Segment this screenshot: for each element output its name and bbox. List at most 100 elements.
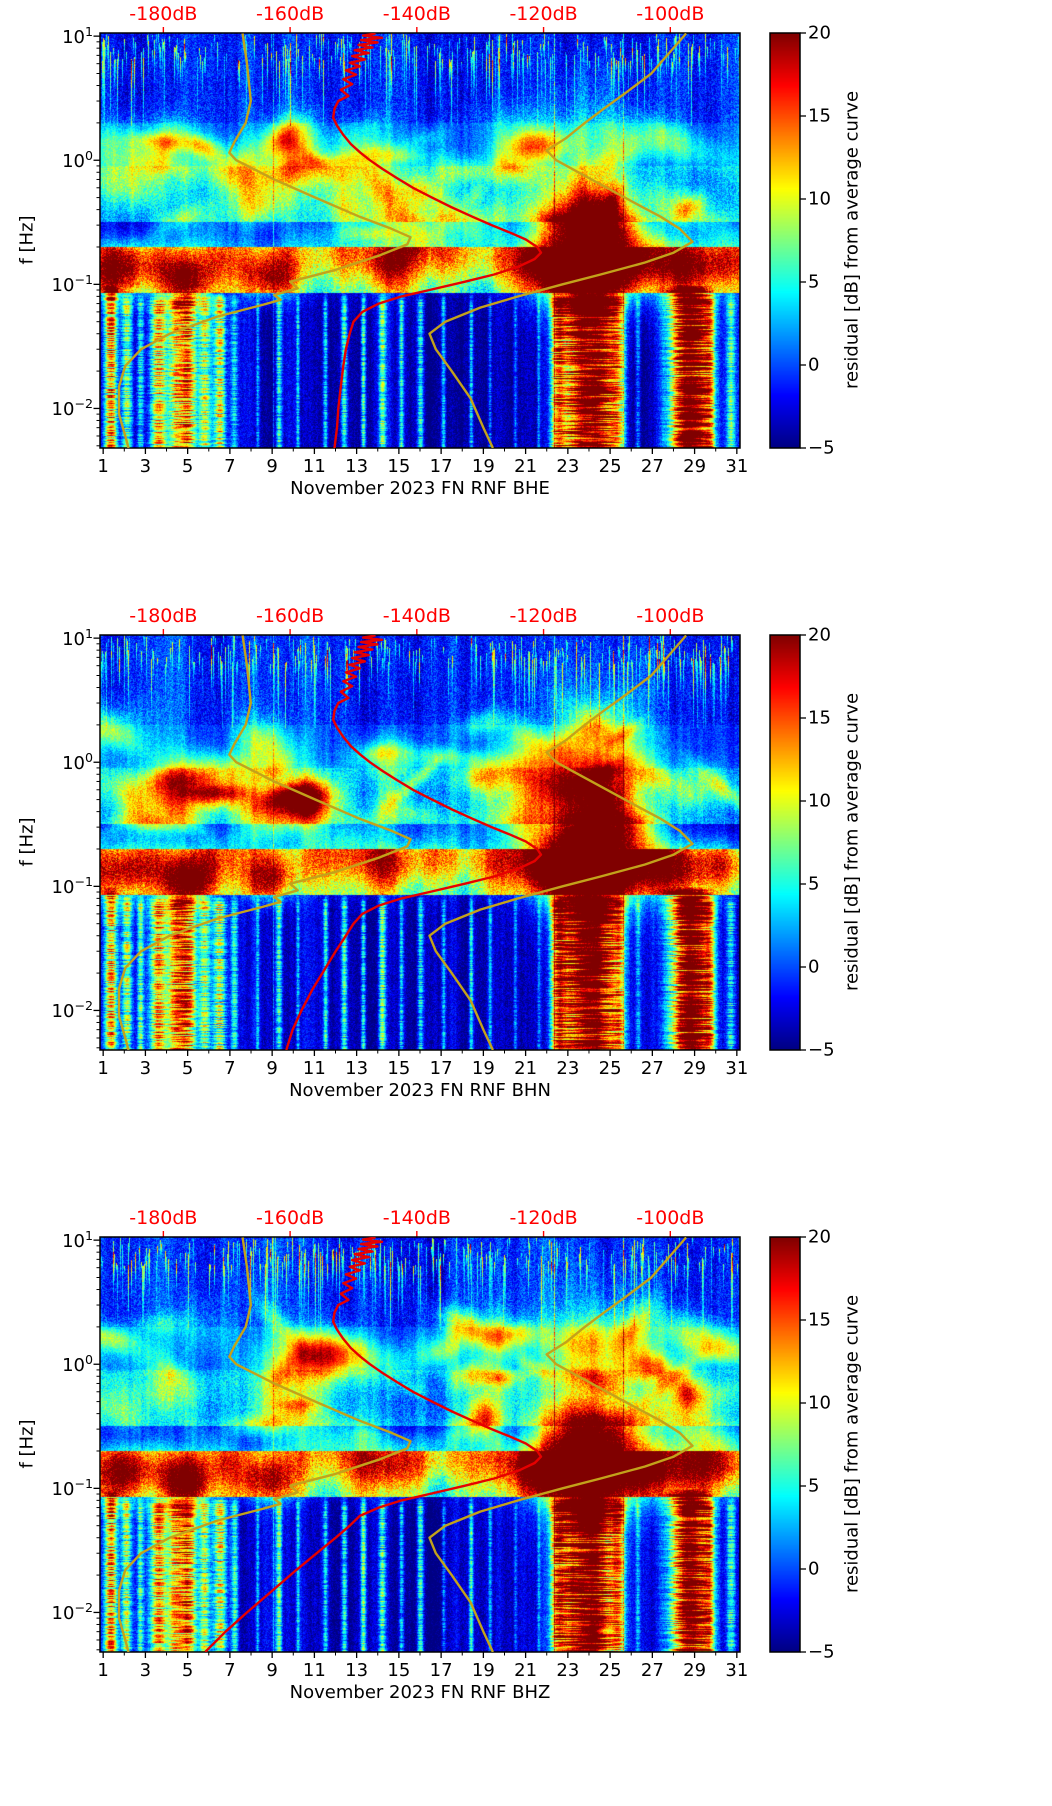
x-tick-label: 5 bbox=[181, 1660, 194, 1681]
x-tick-label: 29 bbox=[683, 456, 707, 477]
x-tick-label: 23 bbox=[556, 456, 580, 477]
x-tick-label: 11 bbox=[302, 456, 326, 477]
colorbar-label: residual [dB] from average curve bbox=[841, 692, 863, 992]
y-tick-label: 10−1 bbox=[51, 1476, 93, 1501]
top-axis-tick-label: -120dB bbox=[509, 605, 578, 627]
top-axis-tick-label: -100dB bbox=[636, 3, 705, 25]
spectrogram-heatmap bbox=[100, 33, 740, 448]
y-tick-label: 100 bbox=[62, 1352, 93, 1377]
spectrogram-panel-bhz: f [Hz] November 2023 FN RNF BHZ residual… bbox=[0, 1204, 1052, 1806]
x-tick-label: 29 bbox=[683, 1660, 707, 1681]
colorbar-tick-label: −5 bbox=[808, 437, 835, 459]
y-axis-label: f [Hz] bbox=[16, 817, 38, 867]
x-tick-label: 17 bbox=[429, 456, 453, 477]
colorbar-gradient bbox=[770, 1237, 800, 1652]
x-tick-label: 1 bbox=[97, 456, 109, 477]
colorbar-tick-label: 0 bbox=[808, 354, 820, 376]
colorbar-tick-label: 10 bbox=[808, 1392, 831, 1414]
x-axis-label: November 2023 FN RNF BHZ bbox=[289, 1682, 551, 1703]
colorbar-tick-label: 0 bbox=[808, 1558, 820, 1580]
top-axis-tick-label: -120dB bbox=[509, 1207, 578, 1229]
x-tick-label: 31 bbox=[725, 1058, 749, 1079]
y-axis-label: f [Hz] bbox=[16, 1419, 38, 1469]
colorbar-tick-label: 20 bbox=[808, 22, 831, 44]
x-tick-label: 31 bbox=[725, 456, 749, 477]
x-tick-label: 9 bbox=[266, 1660, 278, 1681]
x-tick-label: 17 bbox=[429, 1058, 453, 1079]
x-axis-label: November 2023 FN RNF BHN bbox=[289, 1080, 551, 1101]
x-tick-label: 11 bbox=[302, 1660, 326, 1681]
x-tick-label: 5 bbox=[181, 1058, 194, 1079]
y-tick-label: 100 bbox=[62, 148, 93, 173]
x-tick-label: 1 bbox=[97, 1058, 109, 1079]
x-tick-label: 27 bbox=[640, 1660, 664, 1681]
x-tick-label: 9 bbox=[266, 456, 278, 477]
y-axis-label: f [Hz] bbox=[16, 215, 38, 265]
x-tick-label: 15 bbox=[387, 1660, 411, 1681]
spectrogram-heatmap bbox=[100, 1237, 740, 1652]
x-tick-label: 27 bbox=[640, 1058, 664, 1079]
colorbar-tick-label: 20 bbox=[808, 624, 831, 646]
x-axis-label: November 2023 FN RNF BHE bbox=[290, 478, 550, 499]
x-tick-label: 21 bbox=[514, 1660, 538, 1681]
colorbar-tick-label: 5 bbox=[808, 873, 820, 895]
x-tick-label: 15 bbox=[387, 1058, 411, 1079]
top-axis-tick-label: -180dB bbox=[129, 1207, 198, 1229]
y-tick-label: 101 bbox=[62, 626, 93, 651]
x-tick-label: 13 bbox=[345, 1058, 369, 1079]
top-axis-tick-label: -140dB bbox=[382, 1207, 451, 1229]
colorbar-gradient bbox=[770, 33, 800, 448]
colorbar-tick-label: 15 bbox=[808, 105, 831, 127]
y-tick-label: 10−1 bbox=[51, 272, 93, 297]
x-tick-label: 17 bbox=[429, 1660, 453, 1681]
x-tick-label: 7 bbox=[224, 456, 236, 477]
colorbar-tick-label: 0 bbox=[808, 956, 820, 978]
spectrogram-heatmap bbox=[100, 635, 740, 1050]
x-tick-label: 3 bbox=[139, 1660, 152, 1681]
x-tick-label: 23 bbox=[556, 1058, 580, 1079]
spectrogram-panel-bhe: f [Hz] November 2023 FN RNF BHE residual… bbox=[0, 0, 1052, 602]
colorbar-tick-label: −5 bbox=[808, 1039, 835, 1061]
colorbar-tick-label: 10 bbox=[808, 790, 831, 812]
x-tick-label: 13 bbox=[345, 1660, 369, 1681]
x-tick-label: 21 bbox=[514, 456, 538, 477]
colorbar-tick-label: 5 bbox=[808, 1475, 820, 1497]
x-tick-label: 27 bbox=[640, 456, 664, 477]
top-axis-tick-label: -100dB bbox=[636, 605, 705, 627]
x-tick-label: 25 bbox=[598, 456, 622, 477]
top-axis-tick-label: -120dB bbox=[509, 3, 578, 25]
x-tick-label: 29 bbox=[683, 1058, 707, 1079]
y-tick-label: 100 bbox=[62, 750, 93, 775]
x-tick-label: 25 bbox=[598, 1058, 622, 1079]
colorbar-tick-label: 15 bbox=[808, 707, 831, 729]
x-tick-label: 19 bbox=[471, 1660, 495, 1681]
x-tick-label: 15 bbox=[387, 456, 411, 477]
x-tick-label: 11 bbox=[302, 1058, 326, 1079]
y-tick-label: 101 bbox=[62, 1228, 93, 1253]
x-tick-label: 25 bbox=[598, 1660, 622, 1681]
x-tick-label: 3 bbox=[139, 456, 152, 477]
y-tick-label: 10−2 bbox=[51, 1600, 93, 1625]
x-tick-label: 19 bbox=[471, 1058, 495, 1079]
y-tick-label: 10−2 bbox=[51, 998, 93, 1023]
top-axis-tick-label: -160dB bbox=[255, 3, 325, 25]
colorbar-tick-label: 10 bbox=[808, 188, 831, 210]
top-axis-tick-label: -160dB bbox=[255, 1207, 325, 1229]
spectrogram-panel-bhn: f [Hz] November 2023 FN RNF BHN residual… bbox=[0, 602, 1052, 1204]
top-axis-tick-label: -180dB bbox=[129, 605, 198, 627]
colorbar-tick-label: 5 bbox=[808, 271, 820, 293]
top-axis-tick-label: -160dB bbox=[255, 605, 325, 627]
x-tick-label: 7 bbox=[224, 1058, 236, 1079]
colorbar-gradient bbox=[770, 635, 800, 1050]
colorbar-label: residual [dB] from average curve bbox=[841, 90, 863, 390]
colorbar-tick-label: 15 bbox=[808, 1309, 831, 1331]
y-tick-label: 10−2 bbox=[51, 396, 93, 421]
colorbar-tick-label: −5 bbox=[808, 1641, 835, 1663]
colorbar-tick-label: 20 bbox=[808, 1226, 831, 1248]
x-tick-label: 7 bbox=[224, 1660, 236, 1681]
x-tick-label: 9 bbox=[266, 1058, 278, 1079]
x-tick-label: 1 bbox=[97, 1660, 109, 1681]
y-tick-label: 101 bbox=[62, 24, 93, 49]
x-tick-label: 3 bbox=[139, 1058, 152, 1079]
